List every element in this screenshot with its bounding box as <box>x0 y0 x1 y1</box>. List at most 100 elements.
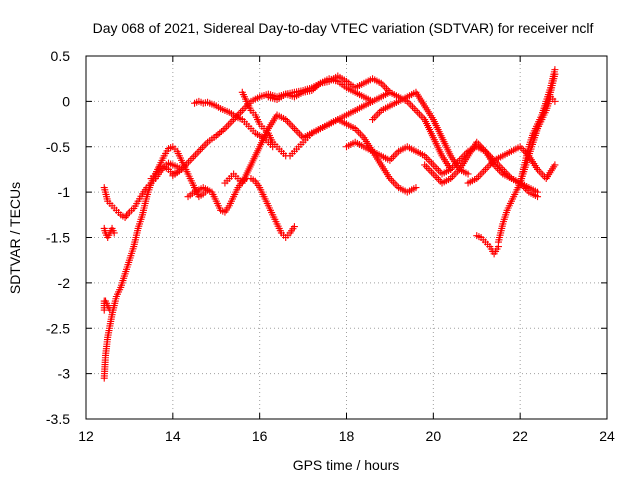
x-tick-label: 16 <box>252 428 268 444</box>
data-point <box>311 84 319 92</box>
data-point <box>381 83 389 91</box>
data-point <box>408 103 416 111</box>
data-point <box>356 130 364 138</box>
data-point <box>223 123 231 131</box>
series-track-14 <box>421 138 542 201</box>
series-track-6 <box>184 175 298 241</box>
x-tick-label: 24 <box>599 428 615 444</box>
data-point <box>308 86 316 94</box>
y-tick-labels: -3.5 -3 -2.5 -2 -1.5 -1 -0.5 0 0.5 <box>46 48 70 427</box>
data-point <box>433 165 441 173</box>
data-point <box>315 81 323 89</box>
data-point <box>428 168 436 176</box>
data-point <box>297 132 305 140</box>
series-track-12 <box>369 88 472 178</box>
series-track-19 <box>529 93 559 142</box>
data-point <box>355 128 363 136</box>
data-point <box>428 159 436 167</box>
data-point <box>369 116 377 124</box>
chart-title: Day 068 of 2021, Sidereal Day-to-day VTE… <box>93 20 594 36</box>
x-tick-label: 22 <box>512 428 528 444</box>
data-point <box>426 166 434 174</box>
data-point <box>370 114 378 122</box>
series-track-3 <box>100 224 118 241</box>
data-point <box>412 184 420 192</box>
data-point <box>226 119 234 127</box>
data-point <box>388 155 396 163</box>
y-tick-label: -3.5 <box>46 411 70 427</box>
y-tick-label: -2.5 <box>46 320 70 336</box>
x-axis-label: GPS time / hours <box>293 457 400 473</box>
y-tick-label: 0.5 <box>51 48 71 64</box>
data-point <box>224 121 232 129</box>
series-track-5 <box>147 143 212 201</box>
data-point <box>294 128 302 136</box>
data-point <box>539 171 547 179</box>
plot-frame <box>85 55 608 420</box>
data-point <box>534 193 542 201</box>
data-point <box>193 149 201 157</box>
data-point <box>551 70 559 78</box>
data-point <box>429 170 437 178</box>
data-point <box>188 155 196 163</box>
data-point <box>450 171 458 179</box>
data-point <box>217 128 225 136</box>
y-tick-label: -3 <box>58 366 71 382</box>
data-point <box>421 161 429 169</box>
data-point <box>436 168 444 176</box>
data-point <box>537 169 545 177</box>
data-point <box>310 85 318 93</box>
data-point <box>415 110 423 118</box>
series-track-9 <box>221 111 420 196</box>
data-point <box>200 142 208 150</box>
data-point <box>202 140 210 148</box>
data-point <box>110 229 118 237</box>
x-tick-label: 14 <box>165 428 181 444</box>
y-tick-label: 0 <box>62 93 70 109</box>
data-point <box>424 165 432 173</box>
grid <box>86 56 607 419</box>
data-point <box>551 161 559 169</box>
series-track-13 <box>343 138 542 196</box>
data-point <box>431 172 439 180</box>
data-point <box>407 101 415 109</box>
series-track-8 <box>169 75 377 180</box>
data-point <box>410 105 418 113</box>
data-point <box>391 180 399 188</box>
data-point <box>198 144 206 152</box>
data-point <box>238 106 246 114</box>
data-point <box>422 163 430 171</box>
x-tick-labels: 12 14 16 18 20 22 24 <box>78 428 615 444</box>
data-point <box>292 126 300 134</box>
data-point <box>476 171 484 179</box>
data-point <box>228 117 236 125</box>
data-point <box>429 161 437 169</box>
data-point <box>433 174 441 182</box>
series-track-2 <box>100 163 186 382</box>
data-point <box>431 163 439 171</box>
y-tick-label: -1.5 <box>46 230 70 246</box>
data-point <box>195 147 203 155</box>
data-point <box>219 126 227 134</box>
data-point <box>374 110 382 118</box>
data-point <box>481 165 489 173</box>
data-point <box>478 169 486 177</box>
data-point <box>412 106 420 114</box>
data-point <box>483 164 491 172</box>
data-point <box>372 112 380 120</box>
data-point <box>551 97 559 105</box>
data-point <box>464 170 472 178</box>
x-tick-label: 12 <box>78 428 94 444</box>
data-point <box>391 151 399 159</box>
x-tick-label: 20 <box>426 428 442 444</box>
data-point <box>285 119 293 127</box>
data-point <box>436 177 444 185</box>
data-point <box>313 82 321 90</box>
data-point <box>290 125 298 133</box>
y-axis-label: SDTVAR / TECUs <box>7 182 23 294</box>
data-point <box>216 129 224 137</box>
y-tick-label: -1 <box>58 184 71 200</box>
data-point <box>289 123 297 131</box>
data-point <box>389 178 397 186</box>
data-point <box>426 157 434 165</box>
